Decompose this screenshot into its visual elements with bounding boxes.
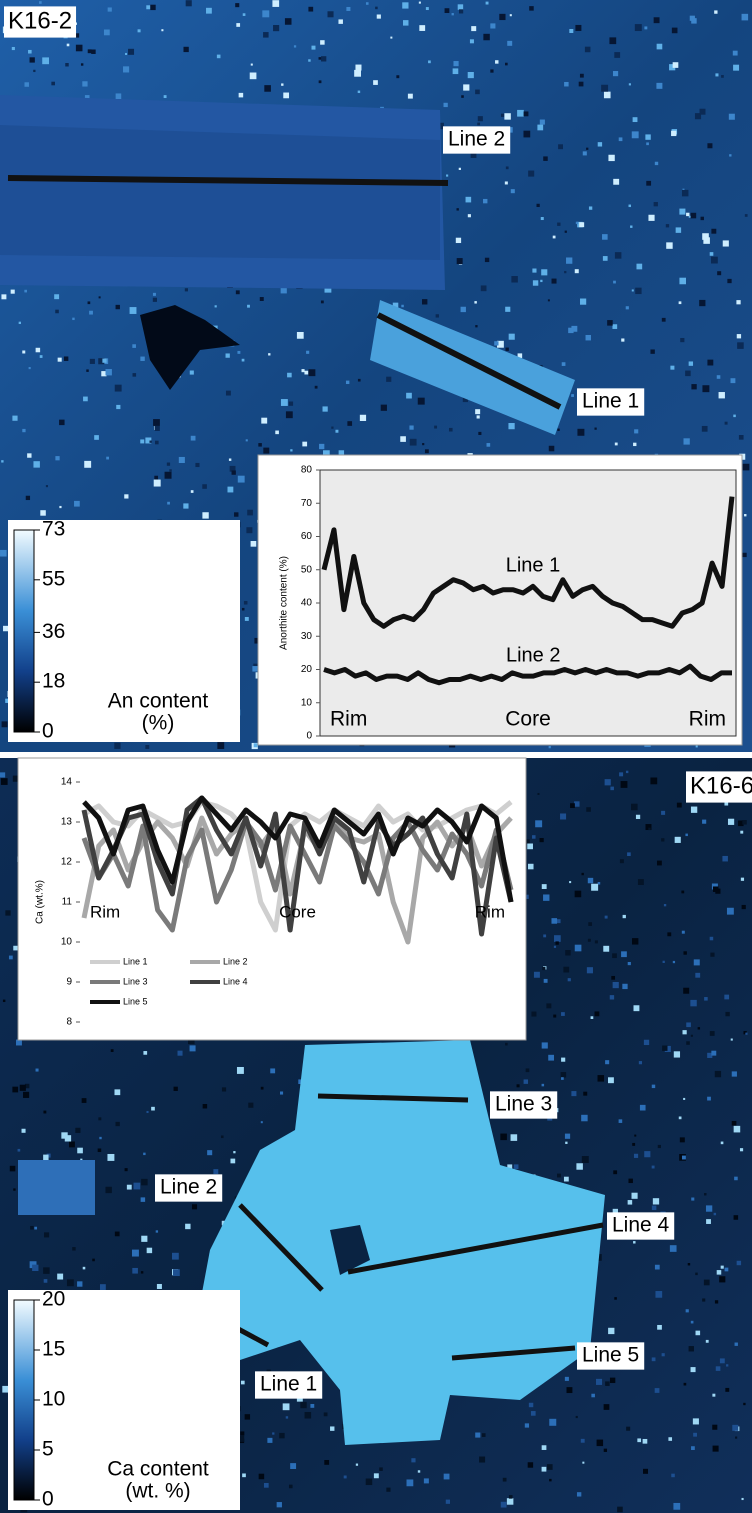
image-label: Line 4 — [612, 1214, 670, 1237]
image-label: K16-2 — [8, 7, 72, 34]
series-line — [321, 496, 735, 629]
series-line — [81, 819, 514, 933]
x-label: Rim — [689, 708, 726, 731]
colorbar-tick-label: 5 — [42, 1438, 54, 1461]
y-tick-label: 10 — [61, 937, 73, 948]
legend-label: Line 4 — [223, 976, 248, 986]
image-label: Line 2 — [448, 128, 505, 151]
legend-label: Line 5 — [123, 996, 148, 1006]
crystal — [195, 1040, 605, 1445]
colorbar-label: An content — [108, 690, 209, 713]
colorbar-tick-label: 15 — [42, 1338, 65, 1361]
label-box — [607, 1212, 675, 1240]
series-line — [82, 795, 514, 903]
y-axis-label: Anorthite content (%) — [279, 556, 290, 650]
colorbar-tick-label: 20 — [42, 1288, 65, 1311]
y-tick-label: 80 — [301, 465, 313, 476]
y-tick-label: 11 — [62, 897, 73, 908]
colorbar-tick-label: 0 — [42, 720, 54, 743]
y-tick-label: 40 — [301, 598, 313, 609]
series-line — [81, 795, 514, 937]
label-box — [155, 1174, 223, 1202]
profile-line — [376, 312, 562, 410]
profile-line — [7, 175, 449, 186]
colorbar-tick-label: 36 — [42, 620, 65, 643]
y-tick-label: 14 — [61, 777, 73, 788]
label-box — [577, 388, 645, 416]
x-label: Rim — [475, 902, 505, 921]
label-box — [443, 126, 511, 154]
x-label: Rim — [90, 902, 120, 921]
colorbar — [13, 529, 35, 733]
series-line — [323, 663, 732, 686]
profile-line — [317, 1093, 469, 1103]
y-tick-label: 10 — [301, 697, 313, 708]
legend-label: Line 2 — [223, 956, 248, 966]
label-box — [577, 1342, 645, 1370]
colorbar — [13, 1299, 35, 1501]
profile-line — [238, 1203, 324, 1292]
legend-label: Line 1 — [123, 956, 148, 966]
label-box — [490, 1091, 558, 1119]
image-label: Line 3 — [495, 1093, 552, 1116]
label-box — [4, 6, 77, 38]
inclusion — [330, 1225, 370, 1275]
colorbar-tick-label: 18 — [42, 670, 65, 693]
series-label: Line 2 — [506, 644, 561, 666]
crystal — [0, 125, 440, 260]
plot-area — [319, 469, 737, 737]
x-label: Core — [505, 708, 551, 731]
y-tick-label: 70 — [301, 498, 313, 509]
colorbar-tick-label: 0 — [42, 1488, 54, 1511]
y-axis-label: Ca (wt.%) — [35, 880, 46, 924]
vesicle — [140, 305, 240, 390]
y-tick-label: 60 — [301, 531, 313, 542]
profile-line — [451, 1345, 576, 1361]
label-box — [686, 771, 752, 803]
y-tick-label: 50 — [301, 564, 313, 575]
series-label: Line 1 — [506, 555, 561, 577]
image-label: Line 1 — [582, 390, 639, 413]
y-tick-label: 8 — [66, 1017, 72, 1028]
y-tick-label: 12 — [61, 857, 73, 868]
colorbar-tick-label: 55 — [42, 567, 65, 590]
colorbar-panel — [8, 520, 240, 742]
label-box — [255, 1371, 323, 1399]
image-label: Line 5 — [582, 1344, 639, 1367]
colorbar-tick-label: 73 — [42, 518, 65, 541]
colorbar-label: (%) — [142, 712, 175, 735]
image-label: Line 1 — [260, 1373, 317, 1396]
x-label: Rim — [330, 708, 367, 731]
x-label: Core — [279, 902, 316, 921]
y-tick-label: 13 — [61, 817, 73, 828]
legend-label: Line 3 — [123, 976, 148, 986]
y-tick-label: 30 — [301, 631, 313, 642]
colorbar-label: (wt. %) — [125, 1480, 190, 1503]
y-tick-label: 20 — [301, 664, 313, 675]
colorbar-label: Ca content — [107, 1458, 209, 1481]
y-tick-label: 0 — [306, 731, 312, 742]
colorbar-tick-label: 10 — [42, 1388, 65, 1411]
image-label: K16-6 — [690, 772, 752, 799]
crystal — [18, 1160, 95, 1215]
y-tick-label: 9 — [66, 977, 72, 988]
colorbar-panel — [8, 1290, 240, 1510]
profile-line — [347, 1222, 604, 1275]
image-label: Line 2 — [160, 1176, 217, 1199]
